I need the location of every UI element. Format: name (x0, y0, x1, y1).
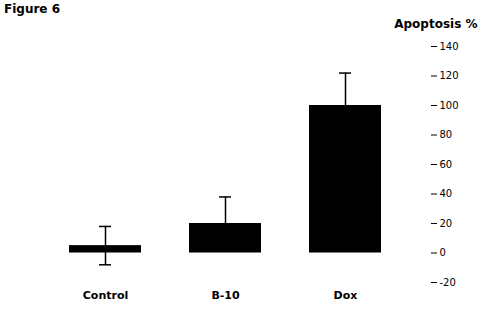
svg-text:40: 40 (440, 188, 453, 199)
svg-text:0: 0 (440, 247, 446, 258)
svg-text:Apoptosis %: Apoptosis % (394, 17, 477, 31)
svg-text:80: 80 (440, 129, 453, 140)
svg-text:120: 120 (440, 70, 459, 81)
svg-text:20: 20 (440, 218, 453, 229)
svg-text:Dox: Dox (334, 289, 358, 302)
svg-text:140: 140 (440, 41, 459, 52)
html-text:Figure 6: Figure 6 (4, 2, 60, 16)
svg-text:-20: -20 (440, 277, 456, 288)
svg-text:Control: Control (83, 289, 128, 302)
svg-text:100: 100 (440, 100, 459, 111)
svg-text:60: 60 (440, 159, 453, 170)
svg-text:B-10: B-10 (211, 289, 240, 302)
